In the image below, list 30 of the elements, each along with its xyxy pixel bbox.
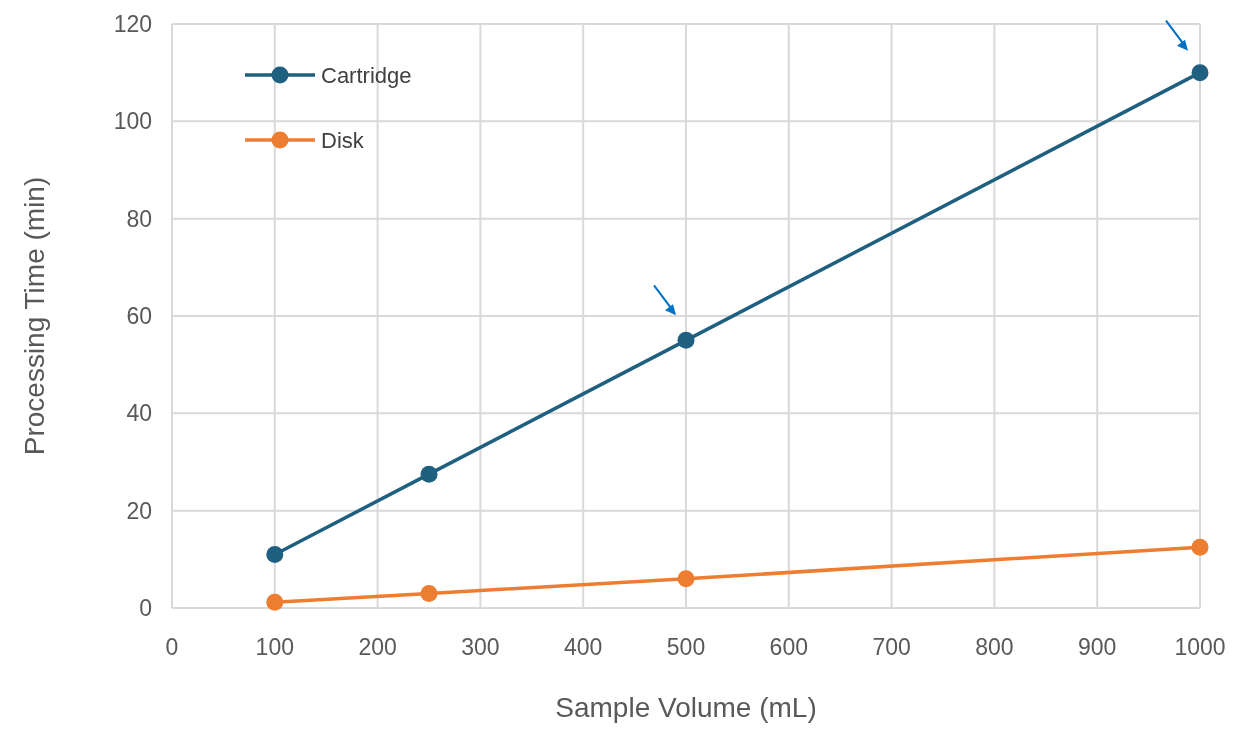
x-axis-title: Sample Volume (mL) [555,692,817,723]
y-tick-label: 0 [139,595,152,622]
y-tick-label: 40 [126,400,152,427]
x-tick-label: 100 [255,634,294,660]
y-tick-label: 80 [126,205,152,232]
y-tick-label: 20 [126,497,152,524]
x-tick-label: 300 [461,634,500,660]
point [420,465,438,483]
point [1191,538,1209,556]
x-tick-label: 600 [769,634,808,660]
x-tick-label: 900 [1078,634,1117,660]
y-tick-label: 100 [113,108,152,135]
point [677,570,695,588]
x-tick-label: 400 [564,634,603,660]
point [677,331,695,349]
x-tick-label: 800 [975,634,1014,660]
point [420,584,438,602]
x-tick-label: 200 [358,634,397,660]
y-tick-label: 120 [113,11,152,38]
x-tick-label: 700 [872,634,911,660]
point [266,593,284,611]
x-tick-label: 0 [165,634,179,660]
point [266,545,284,563]
x-tick-label: 500 [666,634,706,660]
y-axis-title: Processing Time (min) [19,176,50,456]
x-tick-label: 1000 [1174,634,1226,660]
point [1191,64,1209,82]
legend-label: Disk [321,127,365,153]
y-tick-label: 60 [126,303,152,330]
legend-label: Cartridge [321,62,412,88]
